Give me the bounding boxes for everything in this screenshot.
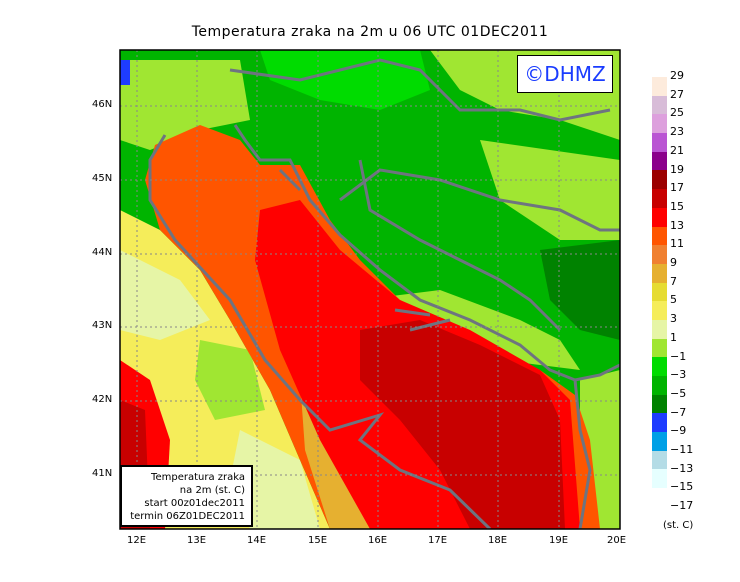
lat-tick: 46N xyxy=(92,99,113,110)
legend-swatch xyxy=(652,151,667,171)
lon-tick: 20E xyxy=(607,535,627,546)
info-line: na 2m (st. C) xyxy=(179,485,245,496)
legend-label: −7 xyxy=(670,405,687,419)
lon-tick: 19E xyxy=(549,535,569,546)
legend-label: 21 xyxy=(670,143,684,157)
legend-swatch xyxy=(652,263,667,283)
lat-tick: 41N xyxy=(92,468,113,479)
legend-label: 9 xyxy=(670,256,677,269)
lon-tick: 14E xyxy=(247,535,267,546)
info-line: start 00z01dec2011 xyxy=(144,498,245,509)
legend-label: −11 xyxy=(670,443,694,456)
legend-label: 25 xyxy=(670,106,684,120)
legend-swatch xyxy=(652,357,667,376)
legend-label: −13 xyxy=(670,461,694,475)
legend-label: 27 xyxy=(670,87,684,101)
lon-tick: 16E xyxy=(368,535,388,546)
dhmz-logo: ©DHMZ xyxy=(517,55,613,93)
legend-swatch xyxy=(652,114,667,134)
legend-swatch xyxy=(652,282,667,302)
lat-tick: 43N xyxy=(92,320,113,331)
lon-tick: 12E xyxy=(127,535,147,546)
legend-label: −3 xyxy=(670,368,687,382)
plot-frame xyxy=(119,49,621,530)
legend-label: 23 xyxy=(670,125,684,139)
legend-swatch xyxy=(652,301,667,320)
legend-label: 3 xyxy=(670,312,677,326)
legend-swatch xyxy=(652,450,667,470)
lon-tick: 13E xyxy=(187,535,207,546)
legend-swatch xyxy=(652,170,667,190)
legend-swatch xyxy=(652,413,667,433)
legend-label: 29 xyxy=(670,69,684,82)
legend-label: −1 xyxy=(670,349,687,363)
legend-label: −9 xyxy=(670,424,687,438)
legend-swatch xyxy=(652,226,667,246)
legend-label: −17 xyxy=(670,499,694,513)
legend-label: 17 xyxy=(670,181,684,195)
info-box: Temperatura zraka na 2m (st. C) start 00… xyxy=(120,465,253,527)
graticule xyxy=(120,50,620,529)
map-title: Temperatura zraka na 2m u 06 UTC 01DEC20… xyxy=(191,24,549,40)
legend-swatch xyxy=(652,319,667,339)
lon-tick: 18E xyxy=(488,535,508,546)
legend-swatch xyxy=(652,207,667,227)
lon-tick: 15E xyxy=(308,535,328,546)
legend-label: 13 xyxy=(670,218,684,232)
legend-swatch xyxy=(652,432,667,451)
legend-swatch xyxy=(652,95,667,115)
legend-swatch xyxy=(652,376,667,395)
lat-tick: 45N xyxy=(92,173,113,184)
legend-label: 19 xyxy=(670,162,684,176)
legend-swatch xyxy=(652,469,667,489)
legend-label: 7 xyxy=(670,274,677,288)
legend-label: 15 xyxy=(670,199,684,213)
legend-swatch xyxy=(652,77,667,96)
legend-label: 11 xyxy=(670,237,684,251)
lat-tick: 42N xyxy=(92,394,113,405)
info-line: termin 06Z01DEC2011 xyxy=(130,511,245,522)
legend-label: 1 xyxy=(670,330,677,344)
legend-label: −5 xyxy=(670,386,687,400)
legend-swatch xyxy=(652,245,667,264)
legend-swatch xyxy=(652,189,667,208)
legend-unit: (st. C) xyxy=(663,520,694,531)
legend-swatch xyxy=(652,338,667,358)
lon-tick: 17E xyxy=(428,535,448,546)
legend-swatch xyxy=(652,133,667,152)
legend-label: −15 xyxy=(670,480,694,494)
color-legend xyxy=(652,77,667,489)
legend-swatch xyxy=(652,394,667,414)
info-line: Temperatura zraka xyxy=(151,472,245,483)
lat-tick: 44N xyxy=(92,247,113,258)
legend-label: 5 xyxy=(670,293,677,307)
